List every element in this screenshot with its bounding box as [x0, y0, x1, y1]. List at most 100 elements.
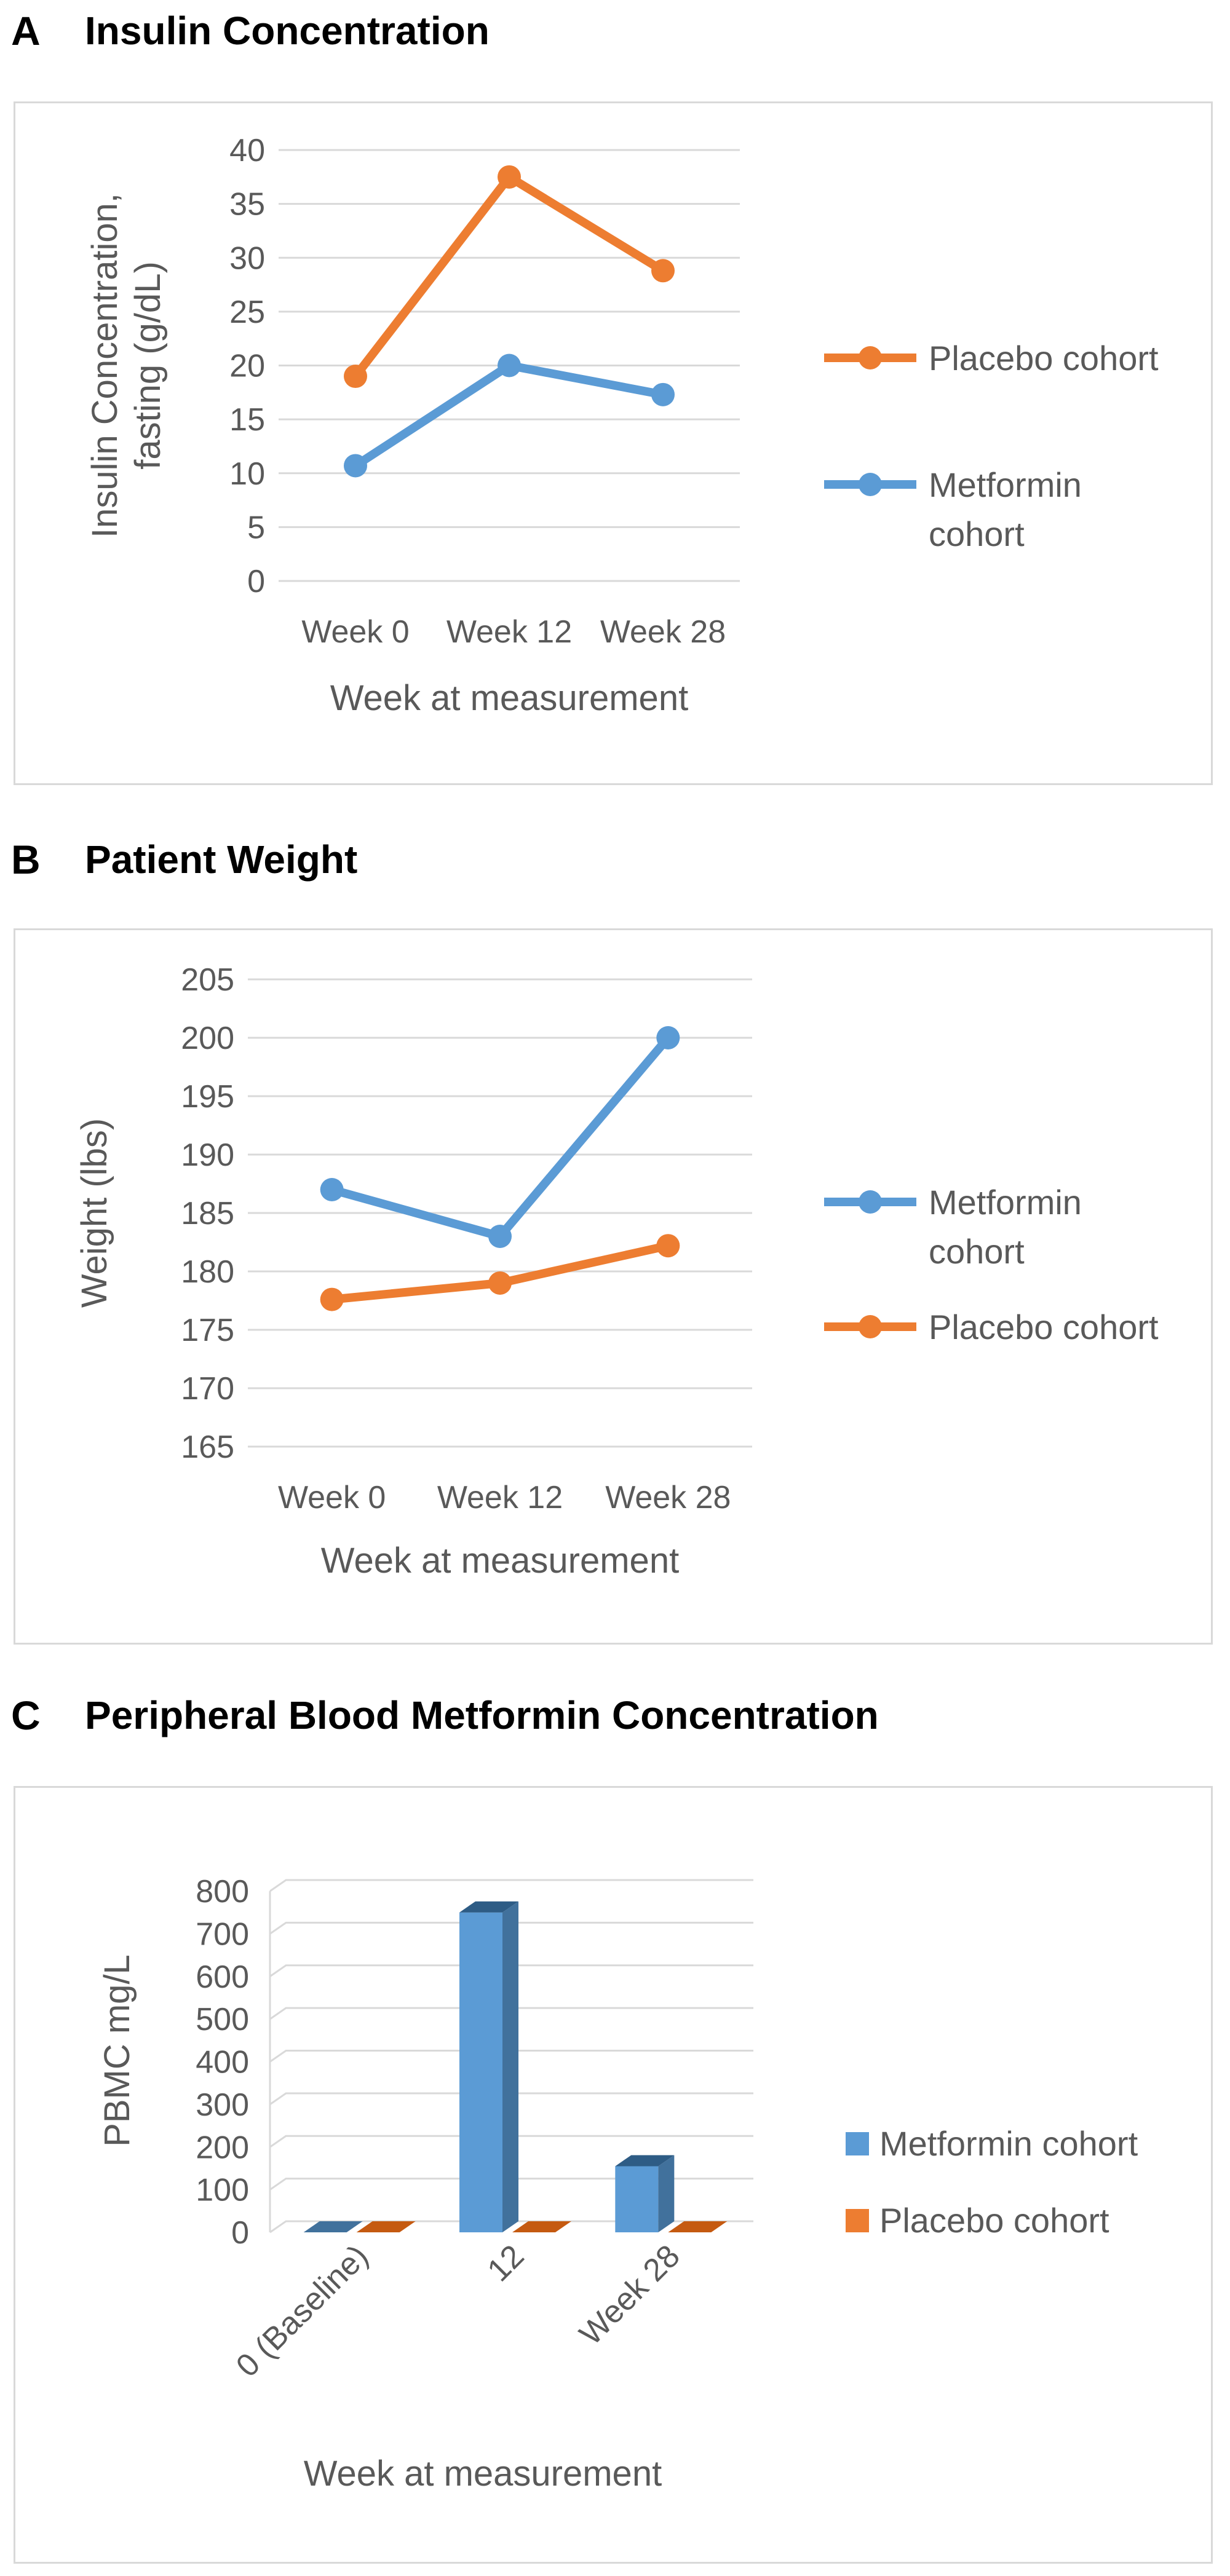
y-tick-label: 185: [181, 1196, 234, 1231]
panel-title-c: Peripheral Blood Metformin Concentration: [85, 1693, 879, 1737]
x-tick-label: Week 12: [446, 614, 572, 650]
legend-marker-metformin-cohort: [859, 473, 882, 496]
y-tick-label: 200: [196, 2130, 249, 2165]
data-point-placebo-cohort: [320, 1287, 344, 1311]
y-axis-label: Insulin Concentration,fasting (g/dL): [85, 193, 168, 538]
bar-flat-placebo-cohort-0-baseline: [356, 2221, 416, 2232]
x-tick-label: Week 12: [437, 1480, 563, 1515]
x-axis-label: Week at measurement: [321, 1541, 679, 1581]
x-tick-label: 0 (Baseline): [229, 2238, 375, 2384]
y-tick-label: 180: [181, 1254, 234, 1290]
panel-title-a: Insulin Concentration: [85, 9, 490, 53]
y-tick-label: 100: [196, 2173, 249, 2208]
gridline: [269, 1921, 753, 1935]
bar-top-metformin-cohort-week-28: [615, 2155, 675, 2167]
x-tick-label: 12: [481, 2238, 531, 2288]
plot-area: 0 5 10 15 20 25 30 35 40 Week 0 Week 12 Week 28 Week…: [85, 133, 1159, 718]
y-tick-label: 205: [181, 962, 234, 998]
y-tick-label: 20: [229, 349, 265, 384]
y-tick-label: 0: [247, 564, 265, 599]
legend-label-placebo-cohort: Placebo cohort: [929, 339, 1159, 377]
y-tick-label: 170: [181, 1371, 234, 1407]
bar-side-metformin-cohort-12: [502, 1901, 518, 2232]
bar-top-metformin-cohort-12: [459, 1901, 518, 1913]
x-tick-label: Week 0: [301, 614, 409, 650]
legend-label-placebo-cohort: Placebo cohort: [929, 1308, 1159, 1346]
gridline: [269, 2178, 753, 2191]
y-tick-label: 800: [196, 1874, 249, 1910]
data-point-placebo-cohort: [344, 365, 367, 389]
data-point-placebo-cohort: [656, 1234, 680, 1258]
bar-flat-placebo-cohort-12: [512, 2221, 571, 2232]
data-point-metformin-cohort: [344, 454, 367, 478]
y-tick-label: 700: [196, 1916, 249, 1952]
y-tick-label: 300: [196, 2087, 249, 2123]
x-tick-label: Week 0: [278, 1480, 386, 1515]
data-point-placebo-cohort: [488, 1271, 512, 1295]
chart-a-frame: 0 5 10 15 20 25 30 35 40 Week 0 Week 12 Week 28 Week…: [14, 101, 1213, 785]
x-tick-label: Week 28: [605, 1480, 731, 1515]
panel-letter-c: C: [11, 1693, 41, 1738]
panel-letter-a: A: [11, 8, 41, 53]
y-tick-label: 200: [181, 1021, 234, 1056]
legend-label-placebo-cohort: Placebo cohort: [879, 2201, 1109, 2240]
legend-marker-placebo-cohort: [859, 1315, 882, 1338]
gridline: [269, 1879, 753, 1892]
y-tick-label: 500: [196, 2002, 249, 2037]
bar-flat-metformin-cohort-0-baseline: [303, 2221, 363, 2232]
panel-b-header: B Patient Weight: [11, 832, 357, 887]
y-tick-label: 175: [181, 1313, 234, 1348]
legend-swatch-metformin-cohort: [846, 2132, 869, 2155]
y-tick-label: 190: [181, 1137, 234, 1173]
panel-letter-b: B: [11, 837, 41, 882]
y-tick-label: 0: [231, 2215, 249, 2251]
bar-front-metformin-cohort-12: [459, 1912, 502, 2232]
gridline: [269, 2135, 753, 2148]
bar-front-metformin-cohort-week-28: [615, 2166, 659, 2232]
plot-area: 0 100 200 300 400 500 600 700 800 0 (Baseline) 12 W…: [97, 1874, 1138, 2494]
y-tick-label: 165: [181, 1429, 234, 1465]
x-tick-label: Week 28: [600, 614, 726, 650]
x-axis-label: Week at measurement: [304, 2454, 662, 2494]
data-point-metformin-cohort: [651, 382, 675, 406]
chart-b-frame: 165 170 175 180 185 190 195 200 205 Week 0 Week 12…: [14, 928, 1213, 1645]
gridline: [269, 2220, 753, 2234]
x-axis-label: Week at measurement: [330, 678, 688, 718]
chart-a: 0 5 10 15 20 25 30 35 40 Week 0 Week 12 Week 28 Week…: [85, 133, 1159, 718]
series-line-metformin-cohort: [353, 361, 664, 470]
y-tick-label: 35: [229, 187, 265, 223]
legend-swatch-placebo-cohort: [846, 2209, 869, 2232]
legend-label-metformin-cohort: Metformin cohort: [929, 465, 1082, 553]
series-line-metformin-cohort: [330, 1035, 672, 1241]
plot-area: 165 170 175 180 185 190 195 200 205 Week 0 Week 12…: [74, 962, 1159, 1581]
y-tick-label: 195: [181, 1079, 234, 1115]
y-tick-label: 15: [229, 402, 265, 438]
panel-title-b: Patient Weight: [85, 837, 358, 882]
data-point-metformin-cohort: [488, 1225, 512, 1248]
chart-c-frame: 0 100 200 300 400 500 600 700 800 0 (Baseline) 12 W…: [14, 1786, 1213, 2564]
chart-c: 0 100 200 300 400 500 600 700 800 0 (Baseline) 12 W…: [97, 1874, 1138, 2494]
x-tick-label: Week 28: [573, 2238, 686, 2352]
gridline: [269, 2092, 753, 2106]
y-tick-label: 10: [229, 456, 265, 492]
series-line-placebo-cohort: [352, 172, 665, 379]
gridline: [269, 2007, 753, 2020]
gridline: [269, 2050, 753, 2063]
data-point-metformin-cohort: [498, 354, 521, 377]
y-tick-label: 400: [196, 2045, 249, 2080]
y-tick-label: 25: [229, 294, 265, 330]
data-point-placebo-cohort: [498, 165, 521, 189]
y-axis-label: Weight (lbs): [74, 1118, 114, 1308]
legend-label-metformin-cohort: Metformin cohort: [879, 2124, 1138, 2163]
legend-marker-metformin-cohort: [859, 1190, 882, 1214]
y-tick-label: 30: [229, 240, 265, 276]
panel-c-header: C Peripheral Blood Metformin Concentrati…: [11, 1688, 879, 1743]
legend-marker-placebo-cohort: [859, 346, 882, 369]
data-point-placebo-cohort: [651, 259, 675, 283]
y-tick-label: 5: [247, 510, 265, 545]
chart-b: 165 170 175 180 185 190 195 200 205 Week 0 Week 12…: [74, 962, 1159, 1581]
bar-flat-placebo-cohort-week-28: [668, 2221, 728, 2232]
panel-a-header: A Insulin Concentration: [11, 3, 490, 58]
y-axis-label: PBMC mg/L: [97, 1954, 137, 2147]
data-point-metformin-cohort: [656, 1026, 680, 1049]
